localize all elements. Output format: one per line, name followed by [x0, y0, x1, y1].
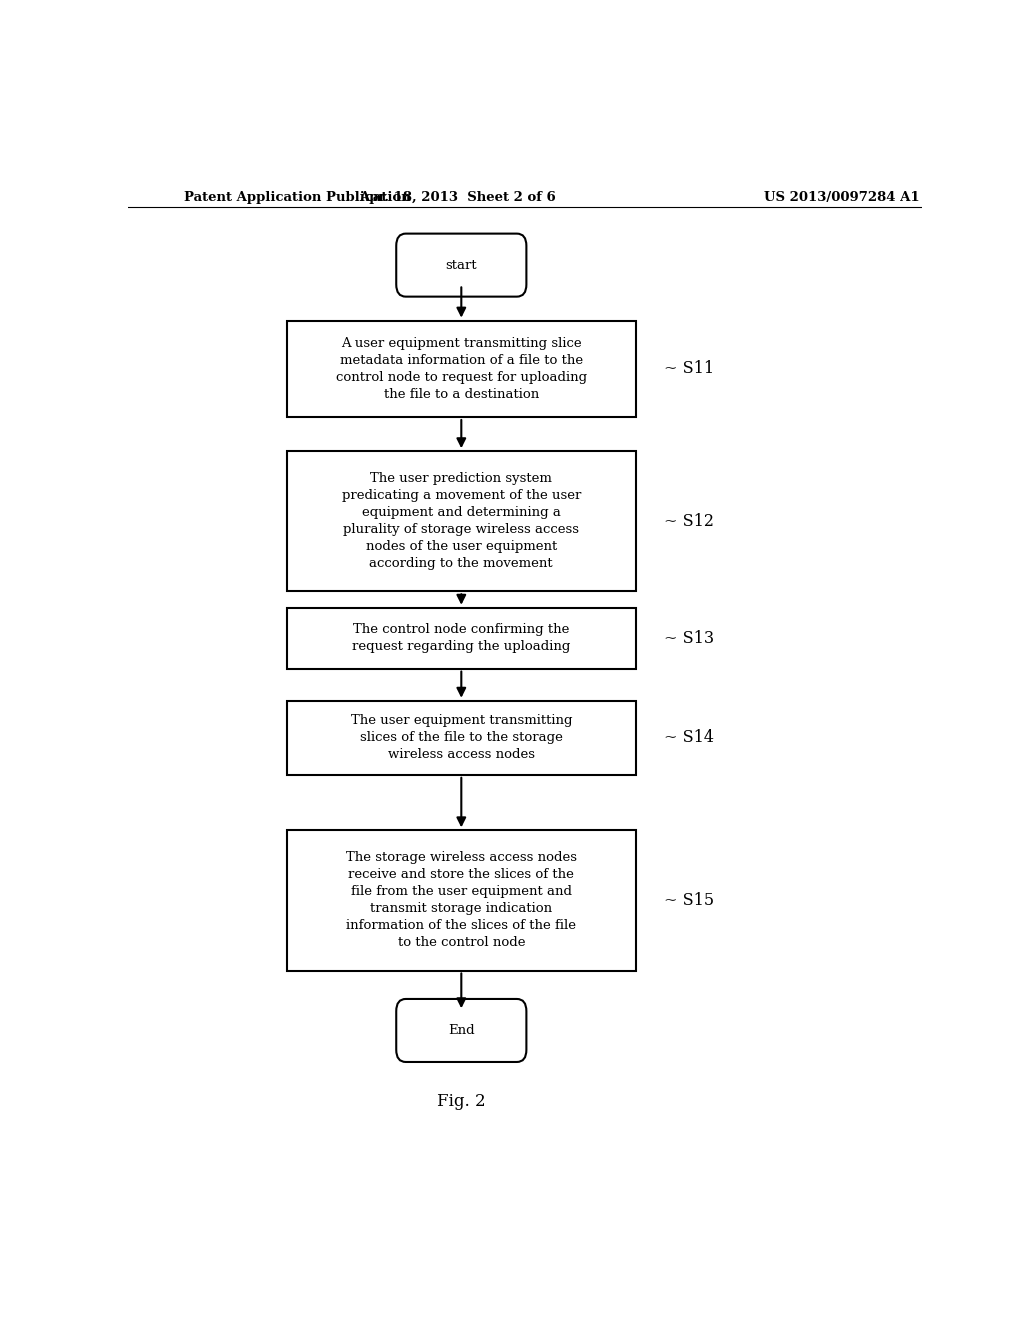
Text: Patent Application Publication: Patent Application Publication	[183, 190, 411, 203]
Text: ~ S11: ~ S11	[664, 360, 714, 378]
Text: start: start	[445, 259, 477, 272]
Text: US 2013/0097284 A1: US 2013/0097284 A1	[765, 190, 920, 203]
Text: ~ S12: ~ S12	[664, 512, 714, 529]
Bar	[287, 607, 636, 669]
Text: End: End	[447, 1024, 475, 1038]
Bar	[287, 830, 636, 970]
FancyBboxPatch shape	[396, 234, 526, 297]
Text: The user equipment transmitting
slices of the file to the storage
wireless acces: The user equipment transmitting slices o…	[350, 714, 572, 762]
Text: A user equipment transmitting slice
metadata information of a file to the
contro: A user equipment transmitting slice meta…	[336, 337, 587, 401]
Text: The user prediction system
predicating a movement of the user
equipment and dete: The user prediction system predicating a…	[342, 473, 581, 570]
Text: ~ S14: ~ S14	[664, 729, 714, 746]
Bar	[287, 321, 636, 417]
FancyBboxPatch shape	[396, 999, 526, 1063]
Text: Fig. 2: Fig. 2	[437, 1093, 485, 1110]
Text: Apr. 18, 2013  Sheet 2 of 6: Apr. 18, 2013 Sheet 2 of 6	[359, 190, 556, 203]
Bar	[287, 451, 636, 591]
Bar	[287, 701, 636, 775]
Text: The storage wireless access nodes
receive and store the slices of the
file from : The storage wireless access nodes receiv…	[346, 851, 577, 949]
Text: ~ S13: ~ S13	[664, 630, 714, 647]
Text: The control node confirming the
request regarding the uploading: The control node confirming the request …	[352, 623, 570, 653]
Text: ~ S15: ~ S15	[664, 892, 714, 909]
